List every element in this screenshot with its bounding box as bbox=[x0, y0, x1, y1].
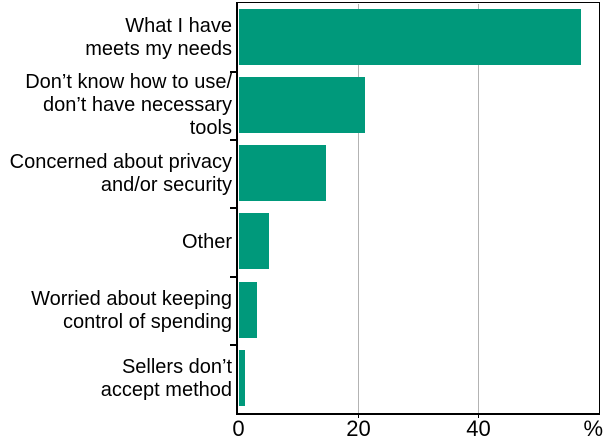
bar bbox=[238, 76, 365, 133]
category-label: Don’t know how to use/ don’t have necess… bbox=[25, 71, 232, 140]
category-label: Concerned about privacy and/or security bbox=[9, 151, 232, 197]
x-axis-tick-mark bbox=[477, 415, 480, 418]
y-axis-tick-mark bbox=[230, 139, 236, 141]
y-axis-tick-mark bbox=[230, 275, 236, 278]
category-label: Other bbox=[181, 230, 232, 253]
category-label: What I have meets my needs bbox=[85, 14, 232, 60]
x-axis-tick-mark bbox=[357, 415, 360, 418]
y-axis-tick-mark bbox=[230, 343, 236, 346]
bar bbox=[238, 145, 326, 201]
y-axis-tick-mark bbox=[230, 207, 236, 210]
bar bbox=[238, 213, 269, 270]
gridline-x-20 bbox=[357, 3, 360, 413]
x-tick-label: 20 bbox=[346, 416, 371, 439]
category-label: Sellers don’t accept method bbox=[100, 355, 232, 401]
x-tick-label: 40 bbox=[466, 416, 491, 439]
gridline-x-40 bbox=[477, 3, 480, 413]
category-label: Worried about keeping control of spendin… bbox=[31, 287, 232, 333]
x-tick-label: 0 bbox=[232, 416, 245, 439]
bar bbox=[238, 281, 257, 338]
bar bbox=[238, 349, 245, 406]
bar bbox=[238, 8, 581, 65]
y-axis-tick-mark bbox=[230, 70, 236, 73]
x-axis-unit-label: % bbox=[583, 416, 603, 439]
